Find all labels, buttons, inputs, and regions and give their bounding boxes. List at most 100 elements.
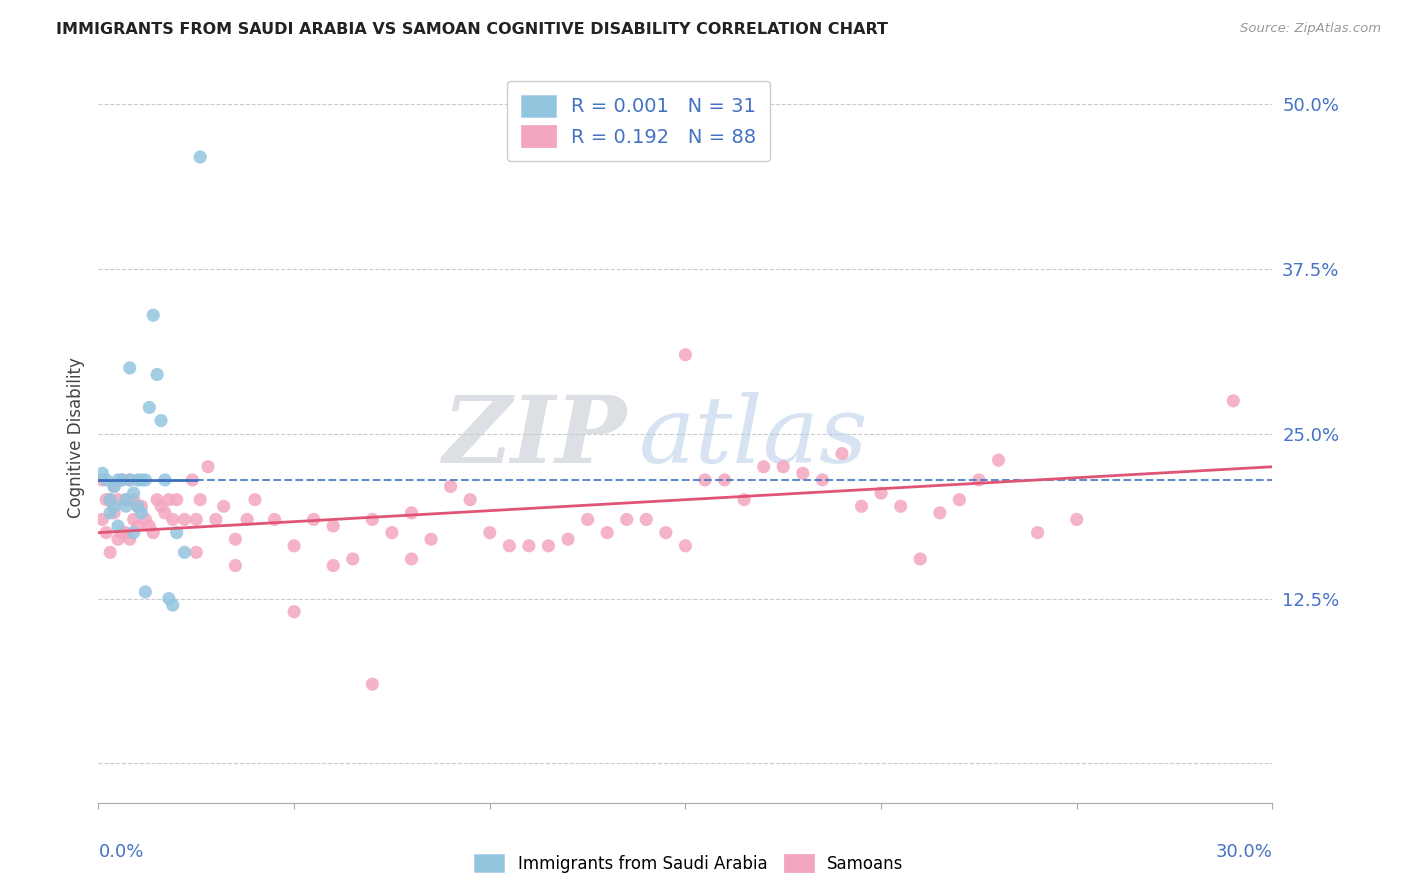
Point [111,473,134,487]
Point [792,467,814,481]
Text: 0.0%: 0.0% [98,843,143,861]
Point [114,525,136,540]
Point [186,545,208,559]
Point [118,473,141,487]
Point [122,525,145,540]
Point [401,552,423,566]
Point [381,525,404,540]
Point [91,512,114,526]
Point [851,500,873,514]
Point [111,473,134,487]
Point [361,677,384,691]
Point [166,492,188,507]
Point [114,492,136,507]
Point [98,492,121,507]
Point [212,500,235,514]
Point [103,506,125,520]
Text: Source: ZipAtlas.com: Source: ZipAtlas.com [1240,22,1381,36]
Point [342,552,364,566]
Point [655,525,678,540]
Point [458,492,481,507]
Point [114,500,136,514]
Point [733,492,755,507]
Point [236,512,259,526]
Y-axis label: Cognitive Disability: Cognitive Disability [66,357,84,517]
Point [205,512,228,526]
Point [107,533,129,547]
Point [131,500,153,514]
Point [713,473,735,487]
Point [91,473,114,487]
Point [596,525,619,540]
Point [157,492,180,507]
Point [142,308,165,322]
Point [103,479,125,493]
Point [118,360,141,375]
Point [118,473,141,487]
Point [987,453,1010,467]
Point [122,492,145,507]
Point [138,401,160,415]
Point [103,479,125,493]
Point [616,512,638,526]
Point [146,492,169,507]
Point [107,519,129,533]
Point [150,414,173,428]
Point [157,591,180,606]
Point [283,539,305,553]
Point [197,459,219,474]
Point [537,539,560,553]
Point [831,446,853,460]
Point [127,473,149,487]
Point [134,585,156,599]
Point [1026,525,1049,540]
Point [498,539,520,553]
Point [928,506,950,520]
Point [636,512,658,526]
Point [188,492,211,507]
Point [162,512,184,526]
Point [693,473,716,487]
Point [243,492,266,507]
Point [153,506,176,520]
Point [263,512,285,526]
Point [1066,512,1088,526]
Point [134,473,156,487]
Point [890,500,912,514]
Point [811,473,834,487]
Point [967,473,990,487]
Point [98,492,121,507]
Point [91,467,114,481]
Point [361,512,384,526]
Legend: R = 0.001   N = 31, R = 0.192   N = 88: R = 0.001 N = 31, R = 0.192 N = 88 [508,81,770,161]
Point [153,473,176,487]
Point [752,459,775,474]
Point [127,519,149,533]
Point [173,512,195,526]
Point [107,492,129,507]
Point [322,558,344,573]
Point [302,512,325,526]
Point [401,506,423,520]
Point [420,533,443,547]
Point [910,552,932,566]
Point [107,473,129,487]
Point [96,473,118,487]
Point [1222,393,1244,408]
Point [131,473,153,487]
Point [138,519,160,533]
Point [283,605,305,619]
Point [122,512,145,526]
Point [478,525,501,540]
Point [111,525,134,540]
Point [188,150,211,164]
Point [224,533,246,547]
Point [948,492,970,507]
Point [772,459,794,474]
Point [103,500,125,514]
Point [557,533,579,547]
Point [224,558,246,573]
Point [98,506,121,520]
Point [186,512,208,526]
Point [127,500,149,514]
